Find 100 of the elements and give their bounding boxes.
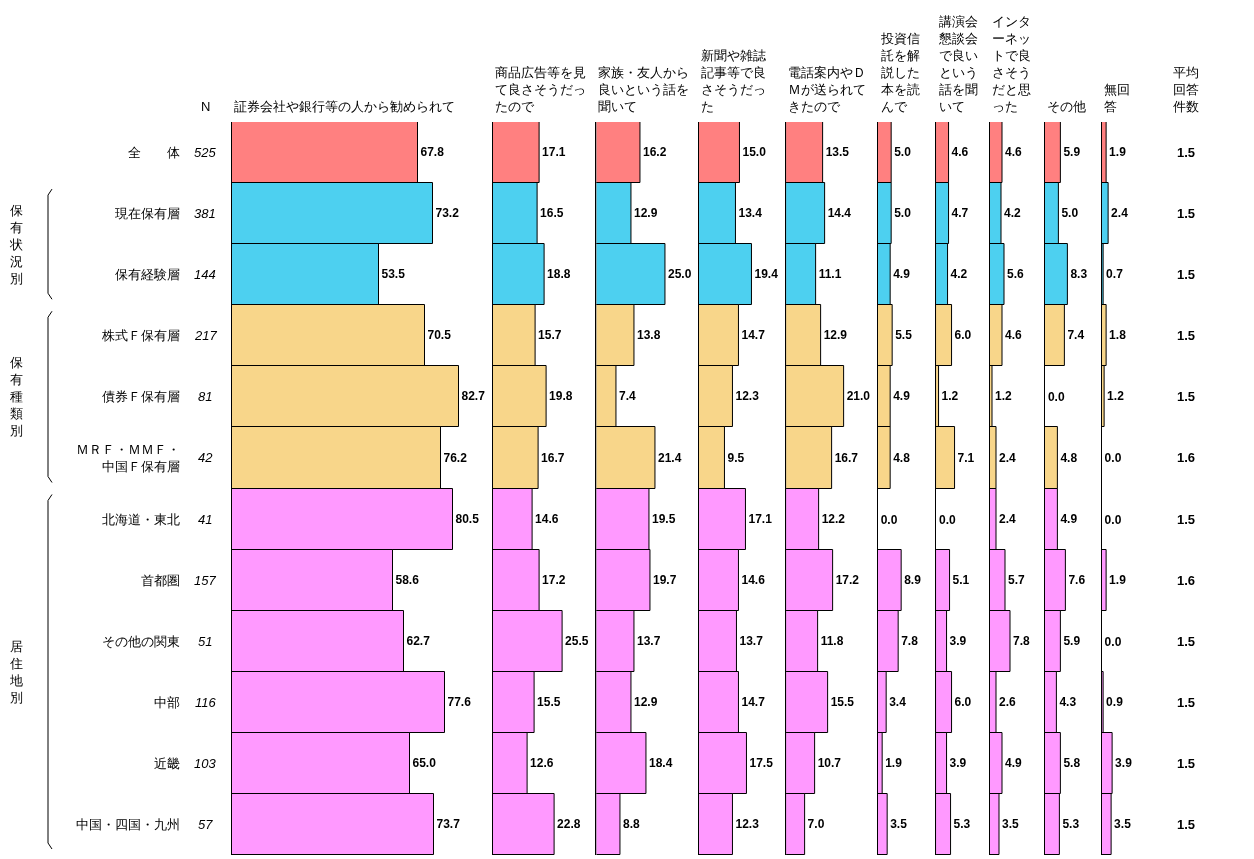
- data-label: 17.1: [748, 512, 773, 526]
- y-tick-label: 保有経験層: [115, 267, 181, 283]
- chart-title: 投資信託を解説した本を読んで: [880, 31, 920, 114]
- data-label: 2.6: [999, 695, 1017, 709]
- chart-title: その他: [1047, 99, 1086, 114]
- data-label: 62.7: [406, 634, 431, 648]
- data-label: 0.0: [1104, 634, 1122, 649]
- data-label: 6.0: [954, 695, 972, 709]
- data-label: 5.9: [1063, 145, 1081, 159]
- text: 103: [194, 756, 217, 771]
- data-label: 7.6: [1068, 573, 1086, 587]
- data-label: 73.2: [435, 206, 460, 220]
- data-label: 58.6: [395, 573, 420, 587]
- y-tick-label: その他の関東: [102, 633, 181, 649]
- data-label: 77.6: [447, 695, 472, 709]
- data-label: 14.4: [827, 206, 852, 220]
- data-label: 21.4: [657, 450, 682, 465]
- data-label: 65.0: [412, 756, 437, 770]
- data-label: 67.8: [420, 145, 445, 159]
- text: N: [201, 99, 211, 114]
- data-label: 4.3: [1059, 695, 1077, 709]
- text: 1.5: [1177, 389, 1196, 404]
- data-label: 19.5: [651, 512, 676, 526]
- data-label: 16.7: [834, 450, 859, 465]
- y-tick-label: 近畿: [154, 755, 181, 771]
- text: 1.6: [1177, 450, 1196, 465]
- text: 51: [198, 634, 213, 649]
- data-label: 5.8: [1063, 756, 1081, 770]
- data-label: 15.5: [830, 695, 855, 709]
- chart-title: 電話案内やＤＭが送られてきたので: [788, 65, 866, 114]
- data-label: 0.0: [1104, 451, 1122, 465]
- data-label: 0.0: [880, 512, 898, 527]
- data-label: 4.9: [893, 389, 911, 403]
- data-label: 8.3: [1070, 267, 1088, 281]
- data-label: 3.4: [889, 695, 907, 709]
- data-label: 4.2: [1004, 206, 1022, 220]
- y-tick-label: 北海道・東北: [102, 511, 181, 527]
- data-label: 76.2: [443, 450, 468, 465]
- text: 81: [198, 389, 213, 404]
- data-label: 4.9: [1005, 756, 1023, 770]
- y-tick-label: 中部: [154, 694, 181, 710]
- data-label: 18.4: [648, 756, 673, 770]
- text: 1.5: [1177, 634, 1196, 649]
- data-label: 3.9: [1115, 756, 1133, 770]
- data-label: 19.4: [754, 267, 779, 281]
- chart-title: 証券会社や銀行等の人から勧められて: [234, 99, 455, 114]
- data-label: 12.9: [633, 695, 658, 709]
- data-label: 21.0: [846, 389, 871, 403]
- data-label: 7.4: [1067, 328, 1085, 342]
- data-label: 15.0: [742, 145, 767, 159]
- text: 144: [194, 267, 216, 282]
- y-tick-label: 中国・四国・九州: [76, 817, 181, 833]
- text: 42: [198, 450, 214, 465]
- text: 平均回答件数: [1173, 65, 1199, 114]
- text: 217: [194, 328, 218, 343]
- data-label: 4.9: [1060, 512, 1078, 526]
- chart-title: 新聞や雑誌記事等で良さそうだった: [701, 48, 766, 114]
- data-label: 7.8: [901, 634, 919, 648]
- text: 保有状況別: [9, 203, 23, 286]
- data-label: 12.3: [735, 817, 760, 831]
- data-label: 80.5: [455, 512, 480, 526]
- data-label: 1.2: [1107, 389, 1125, 403]
- data-label: 0.0: [1104, 512, 1122, 527]
- data-label: 22.8: [557, 817, 581, 831]
- data-label: 12.9: [823, 328, 848, 342]
- data-label: 5.7: [1008, 573, 1026, 587]
- data-label: 8.9: [904, 573, 922, 587]
- data-label: 9.5: [727, 450, 745, 465]
- data-label: 13.8: [636, 328, 661, 342]
- data-label: 7.0: [807, 817, 825, 831]
- data-label: 18.8: [547, 267, 571, 281]
- data-label: 0.0: [939, 512, 957, 527]
- data-label: 12.3: [735, 389, 760, 403]
- data-label: 2.4: [1111, 206, 1129, 220]
- data-label: 16.5: [540, 206, 564, 220]
- text: 1.5: [1177, 756, 1196, 771]
- data-label: 14.7: [741, 328, 766, 342]
- data-label: 4.7: [951, 206, 969, 220]
- data-label: 17.1: [542, 145, 566, 159]
- data-label: 3.9: [949, 756, 967, 770]
- text: 1.5: [1177, 328, 1196, 343]
- data-label: 8.8: [622, 817, 640, 831]
- text: 1.5: [1177, 206, 1196, 221]
- y-tick-label: 全 体: [128, 145, 181, 161]
- data-label: 73.7: [436, 817, 461, 831]
- text: 居住地別: [9, 639, 23, 705]
- y-tick-label: 株式Ｆ保有層: [101, 328, 181, 344]
- data-label: 5.1: [952, 573, 970, 587]
- data-label: 2.4: [999, 512, 1017, 526]
- data-label: 17.2: [542, 573, 566, 587]
- data-label: 12.9: [633, 206, 658, 220]
- data-label: 14.6: [741, 573, 766, 587]
- data-label: 12.2: [821, 512, 846, 526]
- data-label: 5.6: [1007, 267, 1025, 281]
- data-label: 1.9: [1109, 573, 1127, 587]
- y-tick-label: 首都圏: [141, 572, 181, 588]
- data-label: 3.9: [949, 634, 967, 648]
- data-label: 70.5: [427, 328, 452, 342]
- data-label: 7.4: [618, 389, 636, 403]
- data-label: 5.0: [894, 206, 912, 220]
